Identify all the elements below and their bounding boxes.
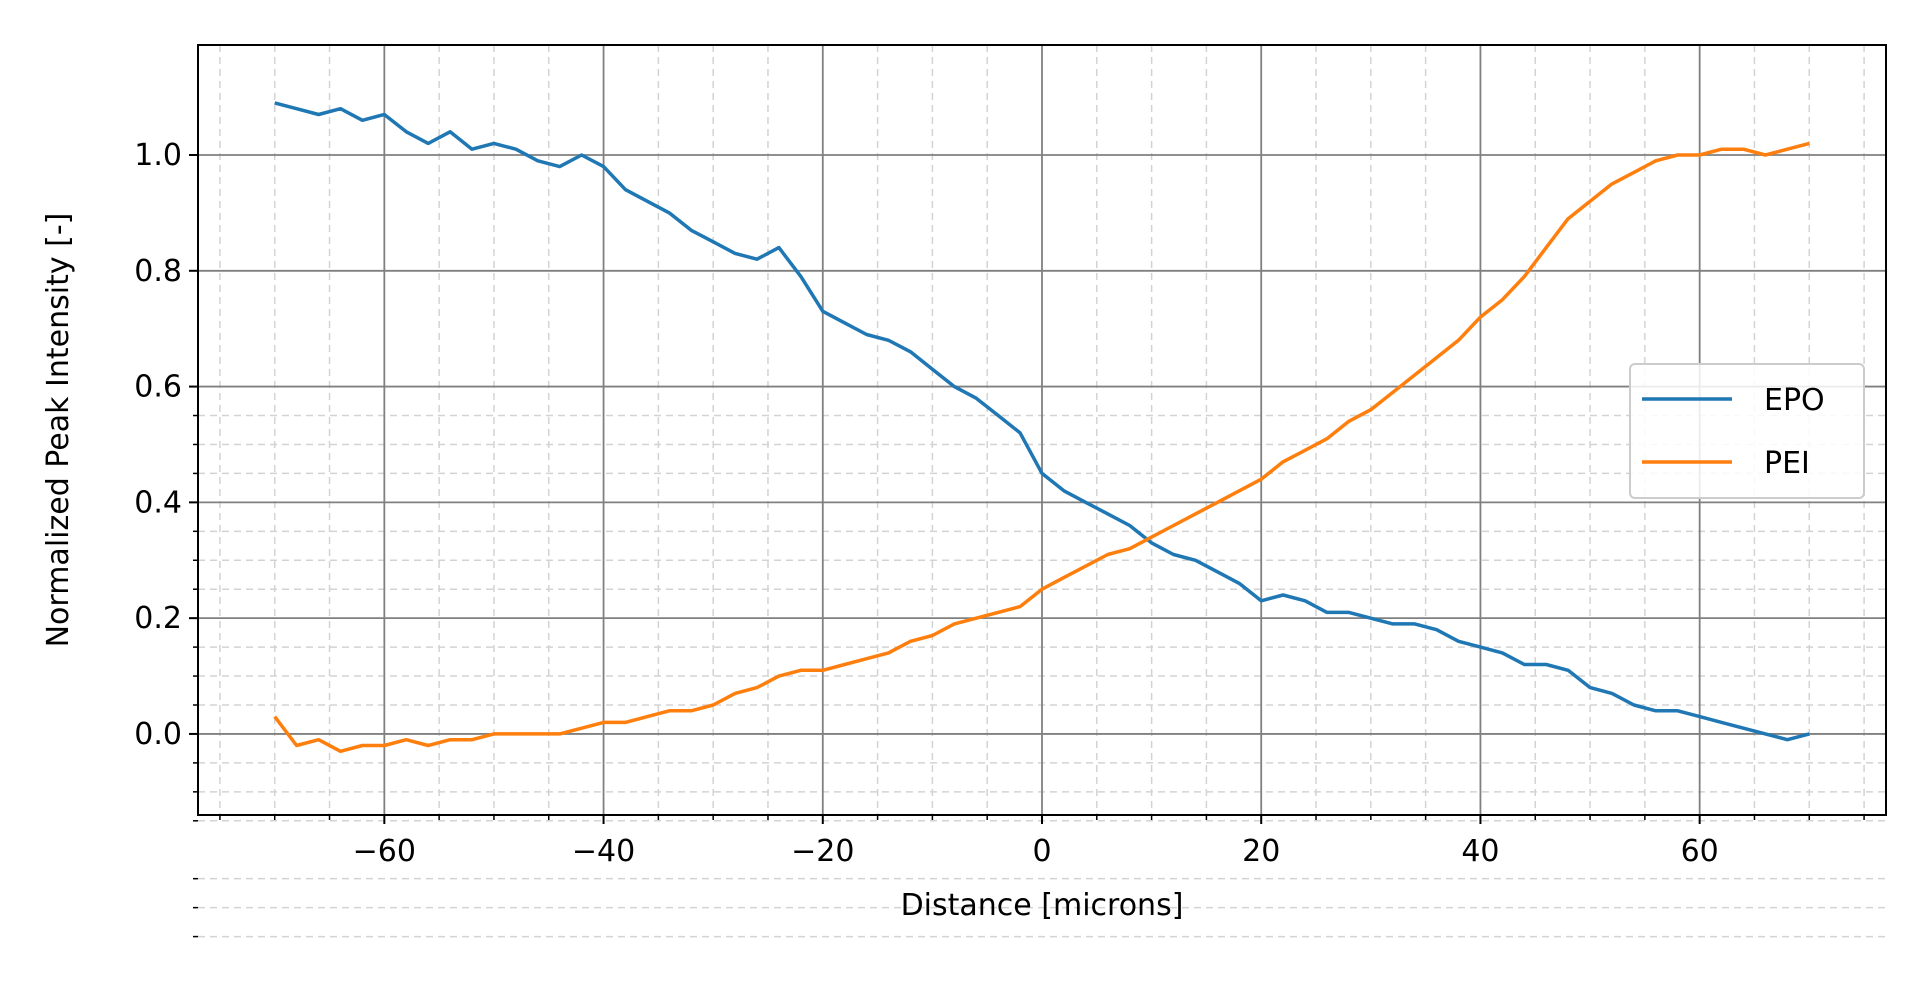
y-tick-label: 0.4 (134, 485, 182, 520)
legend-box (1629, 363, 1865, 499)
y-tick-label: 0.6 (134, 370, 182, 405)
y-tick-label: 0.8 (134, 254, 182, 289)
y-tick-label: 1.0 (134, 138, 182, 173)
x-tick-label: 0 (1032, 834, 1051, 869)
axis-ticks: −60 −40 −20 0 20 40 60 0.0 0.2 0.4 0.6 0.8 1.0 (134, 138, 1865, 938)
x-tick-label: −60 (353, 834, 416, 869)
x-tick-label: −20 (791, 834, 854, 869)
series-line-epo (274, 101, 1810, 742)
legend-label-pei: PEI (1764, 446, 1810, 481)
legend-label-epo: EPO (1764, 383, 1825, 418)
y-tick-label: 0.2 (134, 601, 182, 636)
x-tick-label: 60 (1681, 834, 1719, 869)
series-line-pei (273, 141, 1810, 754)
x-tick-label: 40 (1461, 834, 1499, 869)
legend: EPO PEI (1629, 363, 1865, 499)
y-axis-label: Normalized Peak Intensity [-] (41, 213, 76, 648)
x-tick-label: 20 (1242, 834, 1280, 869)
x-axis-label: Distance [microns] (901, 888, 1184, 923)
major-grid (198, 45, 1886, 815)
y-tick-label: 0.0 (134, 717, 182, 752)
series-layer (273, 101, 1810, 754)
x-tick-label: −40 (572, 834, 635, 869)
